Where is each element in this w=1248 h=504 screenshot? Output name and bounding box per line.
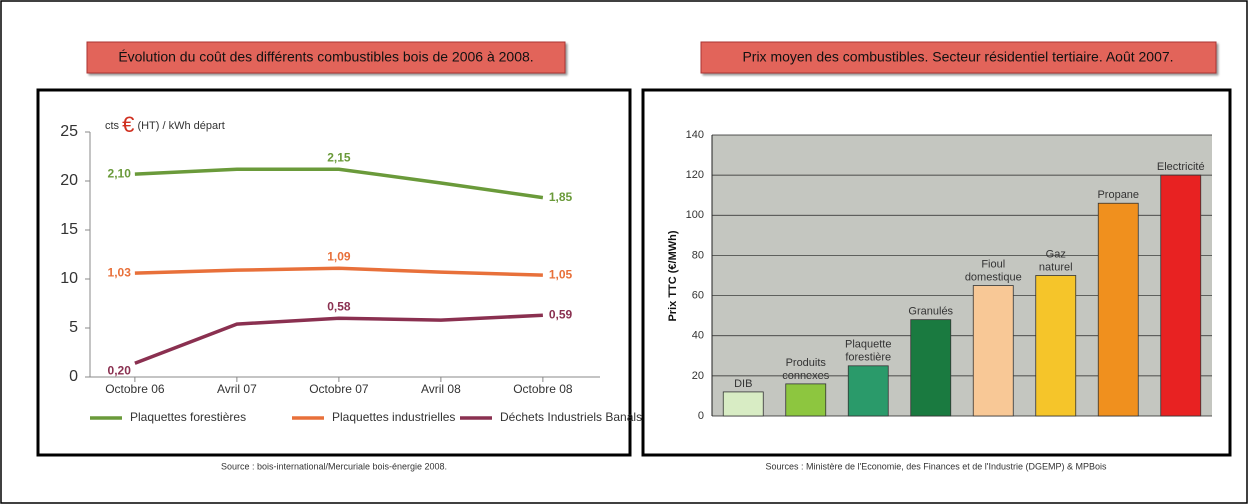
x-tick-label: Octobre 07 xyxy=(309,382,369,396)
unit: (HT) / kWh départ xyxy=(137,120,224,132)
data-label: 0,58 xyxy=(327,299,351,313)
y-tick-label: 20 xyxy=(692,370,704,382)
bar xyxy=(847,365,889,417)
line xyxy=(134,313,543,365)
category-label: DIB xyxy=(734,378,752,390)
category-label: Fioul xyxy=(981,258,1005,270)
chart-title: Évolution du coût des différents combust… xyxy=(118,49,533,65)
x-tick-label: Octobre 06 xyxy=(105,382,165,396)
y-tick-label: 40 xyxy=(692,330,704,342)
bar xyxy=(1097,202,1139,417)
category-label: Electricité xyxy=(1157,161,1205,173)
data-label: 2,10 xyxy=(108,166,132,180)
data-label: 0,59 xyxy=(549,307,573,321)
bar xyxy=(785,383,827,417)
unit: cts xyxy=(105,120,120,132)
legend-label: Déchets Industriels Banals xyxy=(500,410,642,424)
category-label: domestique xyxy=(965,271,1022,283)
title-box xyxy=(86,41,566,74)
source: Sources : Ministère de l'Economie, des F… xyxy=(765,461,1107,471)
chart-title: Prix moyen des combustibles. Secteur rés… xyxy=(742,49,1173,65)
legend-label: Plaquettes forestières xyxy=(130,410,246,424)
line xyxy=(134,266,543,277)
unit-label: cts € (HT) / kWh départ xyxy=(105,112,225,137)
category-label: Produits xyxy=(786,357,827,369)
category-label: naturel xyxy=(1039,261,1073,273)
unit: € xyxy=(122,112,134,137)
data-label: 1,05 xyxy=(549,267,573,281)
bar xyxy=(722,391,764,417)
y-tick-label: 25 xyxy=(60,123,78,140)
y-tick-label: 0 xyxy=(698,410,704,422)
x-tick-label: Octobre 08 xyxy=(513,382,573,396)
y-tick-label: 80 xyxy=(692,249,704,261)
bar xyxy=(1160,174,1202,417)
category-label: connexes xyxy=(782,370,830,382)
bar xyxy=(1035,275,1077,417)
y-tick-label: 20 xyxy=(60,172,78,189)
data-label: 0,20 xyxy=(108,363,132,377)
y-tick-label: 120 xyxy=(686,169,704,181)
category-label: Granulés xyxy=(908,306,953,318)
x-tick-label: Avril 07 xyxy=(217,382,257,396)
y-tick-label: 0 xyxy=(69,368,78,385)
y-axis-label: Prix TTC (€/MWh) xyxy=(667,230,679,321)
category-label: Propane xyxy=(1097,189,1139,201)
y-tick-label: 140 xyxy=(686,129,704,141)
y-tick-label: 60 xyxy=(692,289,704,301)
category-label: Plaquette xyxy=(845,339,891,351)
line xyxy=(134,167,544,200)
x-tick-label: Avril 08 xyxy=(421,382,461,396)
data-label: 1,03 xyxy=(108,265,132,279)
bar xyxy=(972,285,1014,417)
y-tick-label: 15 xyxy=(60,221,78,238)
category-label: forestière xyxy=(845,352,891,364)
legend-label: Plaquettes industrielles xyxy=(332,410,455,424)
data-label: 1,09 xyxy=(327,249,351,263)
y-tick-label: 5 xyxy=(69,319,78,336)
y-tick-label: 100 xyxy=(686,209,704,221)
bar xyxy=(910,319,952,417)
data-label: 2,15 xyxy=(327,150,351,164)
y-tick-label: 10 xyxy=(60,270,78,287)
category-label: Gaz xyxy=(1046,248,1066,260)
data-label: 1,85 xyxy=(549,190,573,204)
source: Source : bois-international/Mercuriale b… xyxy=(221,461,447,471)
title-box xyxy=(700,41,1217,74)
